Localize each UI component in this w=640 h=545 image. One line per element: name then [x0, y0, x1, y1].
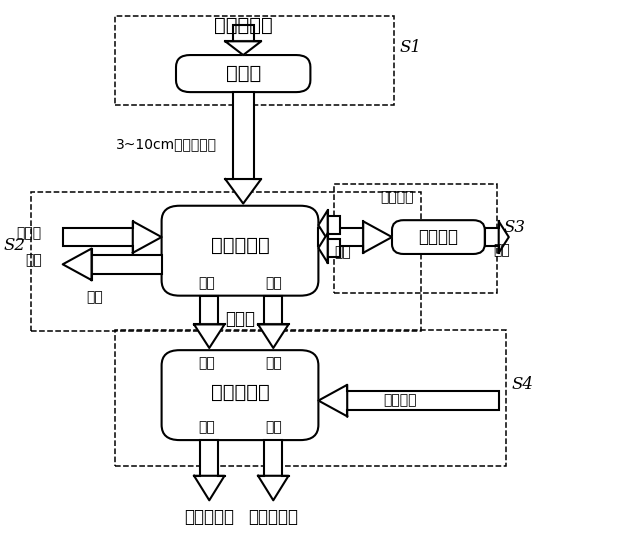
Text: 炭质: 炭质	[25, 253, 42, 268]
Polygon shape	[194, 476, 225, 500]
Bar	[485, 228, 499, 246]
Polygon shape	[194, 324, 225, 348]
Bar	[319, 228, 364, 246]
Bar	[328, 239, 340, 257]
FancyBboxPatch shape	[176, 55, 310, 92]
Polygon shape	[258, 476, 289, 500]
Text: 富锂电解质: 富锂电解质	[184, 507, 234, 526]
Text: S1: S1	[400, 39, 422, 56]
Text: 阴极: 阴极	[198, 277, 215, 290]
Bar	[264, 440, 282, 476]
Text: 废阴极炭块: 废阴极炭块	[214, 16, 273, 35]
FancyBboxPatch shape	[161, 205, 319, 295]
Text: 气体: 气体	[334, 245, 351, 259]
Bar	[63, 228, 133, 246]
Bar	[31, 192, 421, 331]
Bar	[328, 216, 340, 234]
Polygon shape	[319, 210, 328, 240]
Polygon shape	[63, 249, 92, 280]
FancyBboxPatch shape	[392, 220, 485, 254]
Text: 贫锂电解质: 贫锂电解质	[248, 507, 298, 526]
Text: 3~10cm废阴极炭块: 3~10cm废阴极炭块	[116, 137, 217, 152]
FancyBboxPatch shape	[161, 350, 319, 440]
Bar	[233, 92, 253, 179]
Text: 阳极: 阳极	[265, 277, 282, 290]
Bar	[200, 440, 218, 476]
Text: 燕盐电解炉: 燕盐电解炉	[211, 383, 269, 402]
Text: 高温融出炉: 高温融出炉	[211, 236, 269, 255]
Text: 覆盖料: 覆盖料	[17, 226, 42, 240]
Bar	[347, 391, 499, 410]
Text: 排空: 排空	[493, 244, 509, 258]
Polygon shape	[133, 221, 161, 253]
Text: S4: S4	[512, 376, 534, 393]
Text: 阳极: 阳极	[265, 420, 282, 434]
Polygon shape	[225, 179, 261, 203]
Text: 阳极: 阳极	[265, 356, 282, 370]
Bar	[115, 330, 506, 466]
Text: 无害处理: 无害处理	[419, 228, 458, 246]
Polygon shape	[364, 221, 392, 253]
Text: S3: S3	[504, 219, 525, 236]
Text: 阴极: 阴极	[198, 420, 215, 434]
Text: 阴极: 阴极	[198, 356, 215, 370]
Bar	[334, 184, 497, 293]
Bar	[115, 16, 394, 105]
Text: 扚渣: 扚渣	[86, 290, 103, 304]
Bar	[92, 255, 161, 274]
Text: 送电加热: 送电加热	[380, 190, 413, 204]
Polygon shape	[258, 324, 289, 348]
Text: 电解质: 电解质	[225, 310, 255, 328]
Text: 送电加热: 送电加热	[383, 393, 417, 408]
Bar	[264, 295, 282, 324]
Polygon shape	[499, 221, 509, 253]
Text: S2: S2	[3, 237, 25, 253]
Polygon shape	[319, 233, 328, 263]
Bar	[233, 25, 253, 41]
Bar	[200, 295, 218, 324]
Text: 破碎机: 破碎机	[225, 64, 261, 83]
Polygon shape	[319, 385, 347, 416]
Polygon shape	[225, 41, 261, 55]
